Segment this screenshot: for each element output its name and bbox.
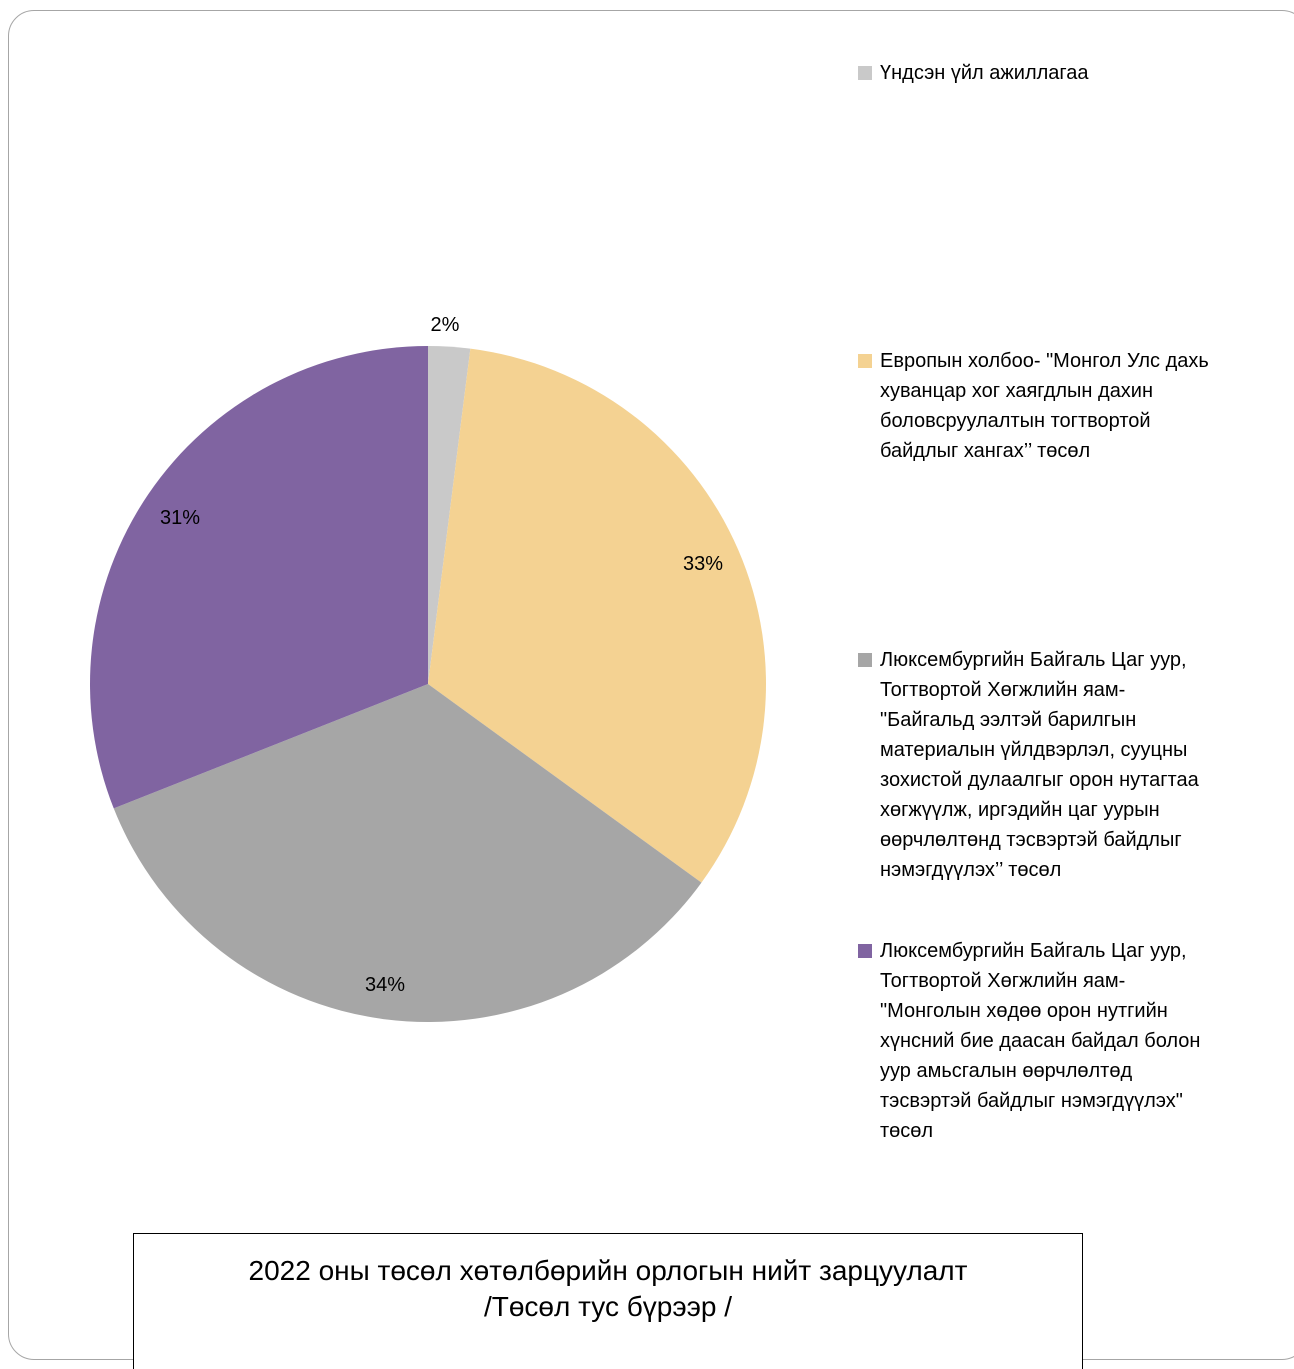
legend-item-0: Үндсэн үйл ажиллагаа [858,58,1294,88]
data-label-1: 33% [682,553,724,575]
legend-swatch-1 [858,354,872,368]
legend-item-3: Люксембургийн Байгаль Цаг уур, Тогтворто… [858,936,1294,1146]
pie-slice-0 [428,346,471,684]
legend-item-1: Европын холбоо- "Монгол Улс дахь хуванца… [858,346,1294,466]
data-label-0: 2% [430,314,460,336]
legend-swatch-0 [858,66,872,80]
pie-slices [90,346,766,1022]
legend-label-2: Люксембургийн Байгаль Цаг уур, Тогтворто… [880,649,1199,881]
chart-title: 2022 оны төсөл хөтөлбөрийн орлогын нийт … [248,1255,968,1286]
data-label-3: 31% [159,507,201,529]
pie-slice-1 [428,348,766,883]
chart-title-box: 2022 оны төсөл хөтөлбөрийн орлогын нийт … [133,1233,1083,1369]
chart-subtitle: /Төсөл тус бүрээр / [483,1291,733,1322]
data-label-2: 34% [364,974,406,996]
legend-item-2: Люксембургийн Байгаль Цаг уур, Тогтворто… [858,645,1294,885]
legend-label-0: Үндсэн үйл ажиллагаа [880,62,1089,84]
legend-swatch-2 [858,653,872,667]
legend-label-1: Европын холбоо- "Монгол Улс дахь хуванца… [880,350,1209,462]
legend-label-3: Люксембургийн Байгаль Цаг уур, Тогтворто… [880,940,1201,1142]
pie-slice-3 [90,346,428,809]
legend-swatch-3 [858,944,872,958]
pie-slice-2 [113,684,702,1022]
